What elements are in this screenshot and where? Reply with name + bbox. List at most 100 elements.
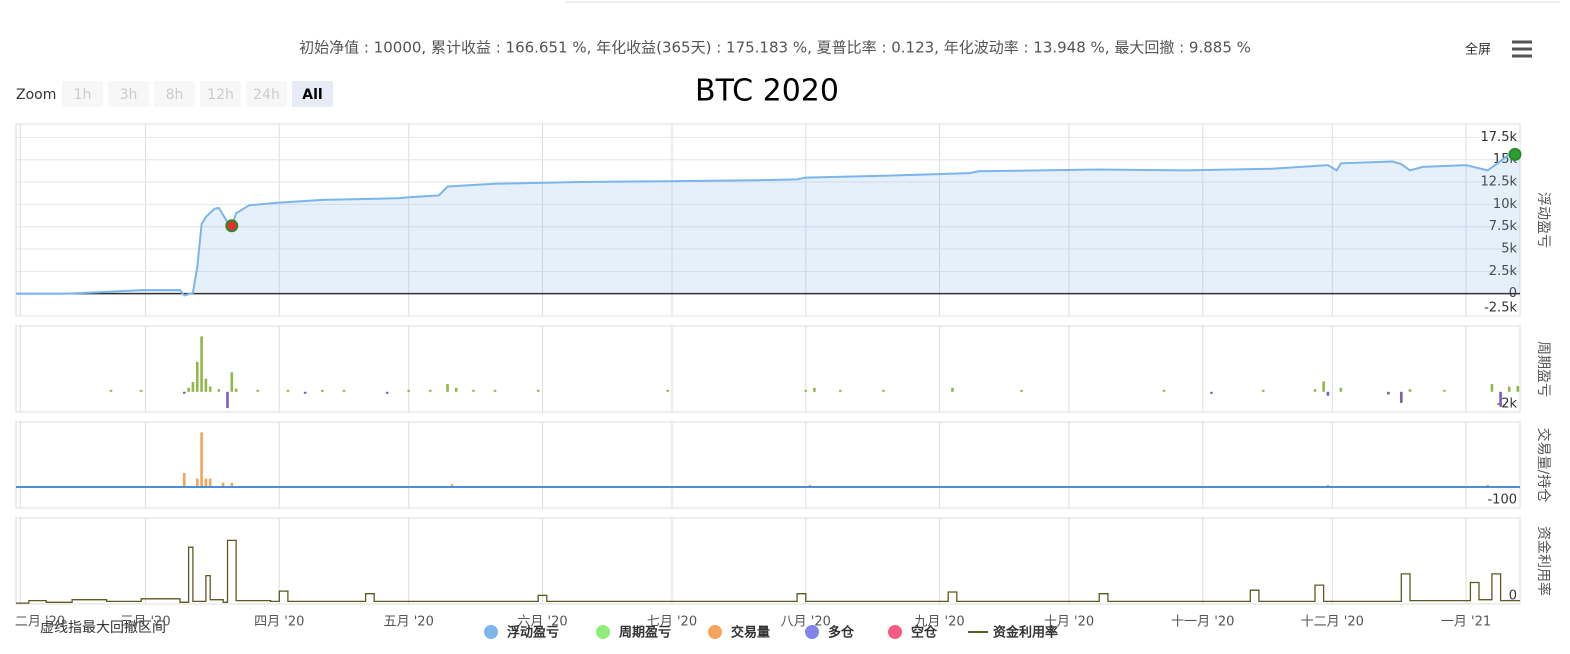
- legend-item[interactable]: 周期盈亏: [596, 625, 671, 641]
- bar: [1162, 389, 1166, 392]
- legend-symbol: [805, 625, 819, 639]
- bar: [1261, 389, 1265, 392]
- legend-symbol: [596, 625, 610, 639]
- bar: [1322, 381, 1325, 392]
- legend-item[interactable]: 资金利用率: [968, 625, 1058, 641]
- bar: [1326, 391, 1330, 396]
- bar: [230, 482, 234, 487]
- pane-frame: [15, 325, 1521, 413]
- y-axis-label: 交易量/持仓: [1535, 428, 1552, 503]
- legend-symbol: [484, 625, 498, 639]
- legend-symbol: [708, 625, 722, 639]
- legend-label: 交易量: [731, 625, 770, 641]
- bar: [1313, 389, 1317, 392]
- bar: [446, 383, 449, 392]
- zoom-button[interactable]: 1h: [62, 81, 103, 107]
- bar: [882, 389, 885, 392]
- zoom-button-label: 1h: [74, 87, 92, 103]
- legend-label: 资金利用率: [993, 625, 1058, 641]
- bar: [208, 478, 212, 487]
- bar: [1486, 484, 1489, 487]
- bar: [321, 389, 324, 392]
- bar: [109, 389, 113, 392]
- bar: [342, 389, 346, 392]
- bar: [1400, 391, 1403, 403]
- zoom-button[interactable]: All: [292, 81, 333, 107]
- bar: [1020, 389, 1023, 392]
- bar: [183, 391, 186, 394]
- x-tick-label: 六月 '20: [517, 615, 567, 630]
- x-tick-label: 十二月 '20: [1301, 615, 1364, 630]
- bar: [221, 482, 225, 487]
- x-tick-label: 九月 '20: [914, 615, 964, 630]
- bar: [493, 389, 497, 392]
- zoom-button-bg: [62, 81, 103, 107]
- y-tick-label: 2.5k: [1489, 264, 1518, 279]
- bar: [256, 389, 259, 392]
- plot: [16, 151, 1520, 297]
- y-axis-label: 浮动盈亏: [1535, 192, 1551, 248]
- zoom-button[interactable]: 8h: [154, 81, 195, 107]
- legend-label: 空仓: [911, 625, 938, 641]
- legend-item[interactable]: 多仓: [805, 625, 855, 641]
- bar: [303, 391, 307, 394]
- bar: [1339, 387, 1343, 392]
- x-tick-label: 七月 '20: [647, 615, 697, 630]
- legend-item[interactable]: 浮动盈亏: [484, 625, 559, 641]
- y-tick-label: 12.5k: [1481, 175, 1518, 190]
- x-tick-label: 二月 '20: [15, 615, 65, 630]
- legend-item[interactable]: 空仓: [888, 625, 938, 641]
- zoom-button-bg: [154, 81, 195, 107]
- bar: [951, 387, 954, 392]
- bar: [191, 382, 195, 392]
- y-axis-label: 周期盈亏: [1535, 341, 1551, 397]
- y-tick-label: 7.5k: [1489, 219, 1518, 234]
- zoom-button-label: 3h: [120, 87, 138, 103]
- bar: [226, 391, 229, 409]
- x-tick-label: 四月 '20: [254, 615, 304, 630]
- area-fill: [16, 152, 1520, 296]
- bar: [1210, 391, 1213, 394]
- pane-frame: [15, 421, 1521, 509]
- x-tick-label: 八月 '20: [781, 615, 831, 630]
- bar: [429, 389, 432, 392]
- bar: [407, 389, 411, 392]
- bar: [454, 387, 458, 392]
- y-tick-label: 10k: [1493, 197, 1518, 212]
- plot: [16, 432, 1520, 488]
- bar: [472, 389, 475, 392]
- bar: [286, 389, 290, 392]
- zoom-label: Zoom: [16, 87, 56, 103]
- zoom-button-label: 12h: [207, 87, 234, 103]
- zoom-button[interactable]: 12h: [200, 81, 241, 107]
- bar: [1499, 391, 1502, 407]
- bar: [195, 478, 199, 487]
- zoom-button[interactable]: 24h: [246, 81, 287, 107]
- menu-button[interactable]: [1512, 40, 1532, 58]
- line: [16, 151, 1520, 297]
- legend-label: 多仓: [828, 625, 855, 641]
- zoom-button-label: 24h: [253, 87, 280, 103]
- bar: [187, 387, 190, 392]
- x-tick-label: 十一月 '20: [1171, 615, 1234, 630]
- line: [16, 539, 1520, 604]
- bar: [1490, 383, 1494, 392]
- legend-item[interactable]: 交易量: [708, 625, 770, 641]
- zoom-button-bg: [292, 81, 333, 107]
- note: 虚线指最大回撤区间: [40, 620, 166, 636]
- bar: [200, 432, 203, 487]
- bar: [1516, 385, 1520, 392]
- fullscreen-button[interactable]: 全屏: [1465, 42, 1491, 58]
- bar: [183, 472, 186, 487]
- pane-frame: [15, 517, 1521, 605]
- zoom-button[interactable]: 3h: [108, 81, 149, 107]
- x-tick-label: 十月 '20: [1044, 615, 1094, 630]
- y-axis-label: 资金利用率: [1535, 526, 1552, 596]
- bar: [536, 389, 540, 392]
- bar: [208, 386, 212, 392]
- marker: [1508, 147, 1522, 161]
- plot: [109, 336, 1520, 409]
- bar: [385, 391, 389, 394]
- x-tick-label: 三月 '20: [120, 615, 170, 630]
